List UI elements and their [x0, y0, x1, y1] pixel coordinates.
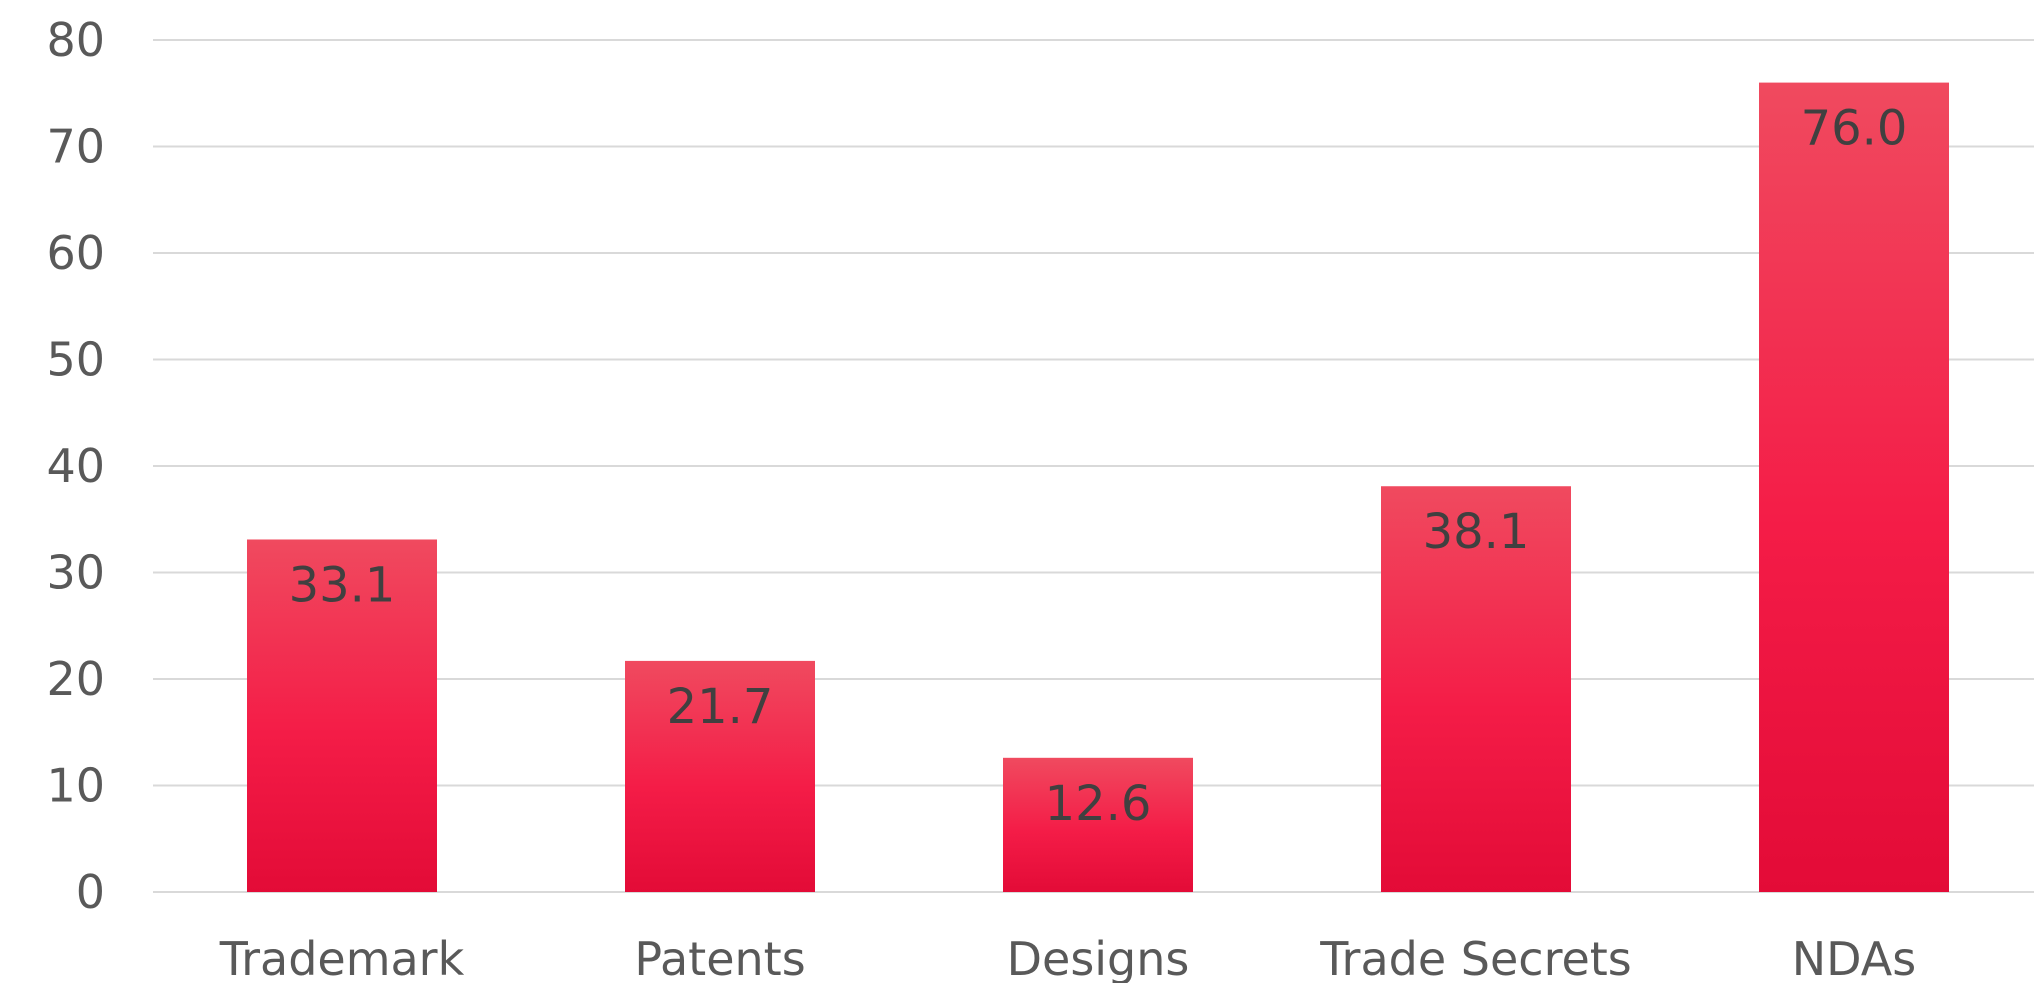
y-axis-tick-labels: 0 10 20 30 40 50 60 70 80	[46, 13, 105, 919]
bar-designs	[1003, 757, 1193, 892]
y-tick-label: 50	[46, 333, 105, 387]
bar-trademark	[247, 539, 437, 892]
y-tick-label: 0	[76, 865, 105, 919]
y-tick-label: 10	[46, 759, 105, 813]
x-category-label: Designs	[1007, 932, 1190, 983]
x-category-label: Trademark	[219, 932, 465, 983]
data-label: 21.7	[667, 679, 774, 735]
y-tick-label: 20	[46, 652, 105, 706]
data-label: 76.0	[1801, 101, 1908, 157]
bar-trade-secrets	[1381, 486, 1571, 892]
y-tick-label: 30	[46, 546, 105, 600]
y-tick-label: 80	[46, 13, 105, 67]
data-labels: 33.1 21.7 12.6 38.1 76.0	[289, 101, 1908, 832]
y-tick-label: 60	[46, 226, 105, 280]
y-tick-label: 70	[46, 120, 105, 174]
data-label: 12.6	[1045, 776, 1152, 832]
x-category-label: NDAs	[1792, 932, 1916, 983]
data-label: 33.1	[289, 557, 396, 613]
bar-patents	[625, 660, 815, 892]
bar-ndas	[1759, 82, 1949, 893]
x-category-label: Patents	[634, 932, 805, 983]
data-label: 38.1	[1423, 504, 1530, 560]
bars	[247, 82, 1949, 893]
y-tick-label: 40	[46, 439, 105, 493]
x-axis-category-labels: Trademark Patents Designs Trade Secrets NDAs	[219, 932, 1916, 983]
x-category-label: Trade Secrets	[1319, 932, 1632, 983]
gridlines	[153, 39, 2034, 893]
